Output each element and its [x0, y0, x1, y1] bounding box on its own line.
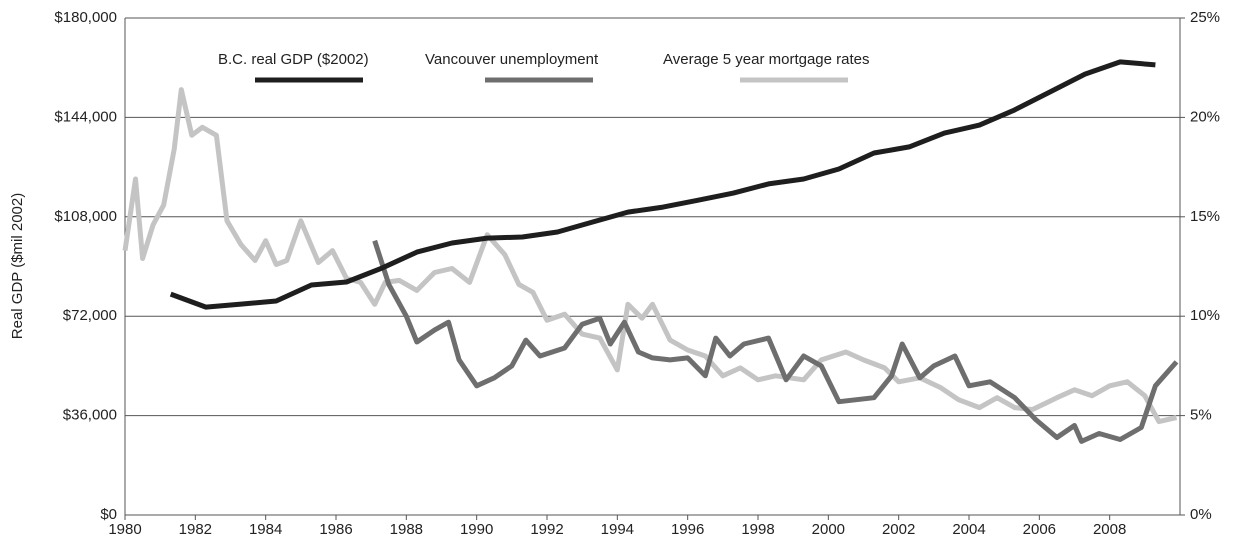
x-tick-label: 1984 [249, 521, 282, 538]
x-tick-label: 1982 [179, 521, 212, 538]
y-tick-label: $36,000 [63, 407, 117, 424]
legend-label: Vancouver unemployment [425, 51, 599, 68]
x-tick-label: 1990 [460, 521, 493, 538]
y2-tick-label: 20% [1190, 108, 1220, 125]
y2-tick-label: 25% [1190, 9, 1220, 26]
x-tick-label: 2002 [882, 521, 915, 538]
x-tick-label: 1988 [390, 521, 423, 538]
series-line [169, 59, 1156, 310]
y-tick-label: $180,000 [54, 9, 117, 26]
y2-tick-label: 10% [1190, 307, 1220, 324]
y-tick-label: $72,000 [63, 307, 117, 324]
y-tick-label: $108,000 [54, 208, 117, 225]
x-tick-label: 2008 [1093, 521, 1126, 538]
y2-tick-label: 5% [1190, 407, 1212, 424]
x-tick-label: 2000 [812, 521, 845, 538]
y-tick-label: $0 [100, 506, 117, 523]
y2-tick-label: 15% [1190, 208, 1220, 225]
x-tick-label: 1980 [108, 521, 141, 538]
x-tick-label: 1994 [601, 521, 634, 538]
series-line [122, 87, 1178, 425]
series-line [372, 239, 1179, 444]
y-tick-label: $144,000 [54, 108, 117, 125]
x-tick-label: 1998 [741, 521, 774, 538]
y-axis-label: Real GDP ($mil 2002) [9, 193, 26, 339]
y2-tick-label: 0% [1190, 506, 1212, 523]
x-tick-label: 2006 [1023, 521, 1056, 538]
legend-label: B.C. real GDP ($2002) [218, 51, 369, 68]
x-tick-label: 1996 [671, 521, 704, 538]
x-tick-label: 2004 [952, 521, 985, 538]
x-tick-label: 1986 [319, 521, 352, 538]
x-tick-label: 1992 [530, 521, 563, 538]
legend-label: Average 5 year mortgage rates [663, 51, 870, 68]
